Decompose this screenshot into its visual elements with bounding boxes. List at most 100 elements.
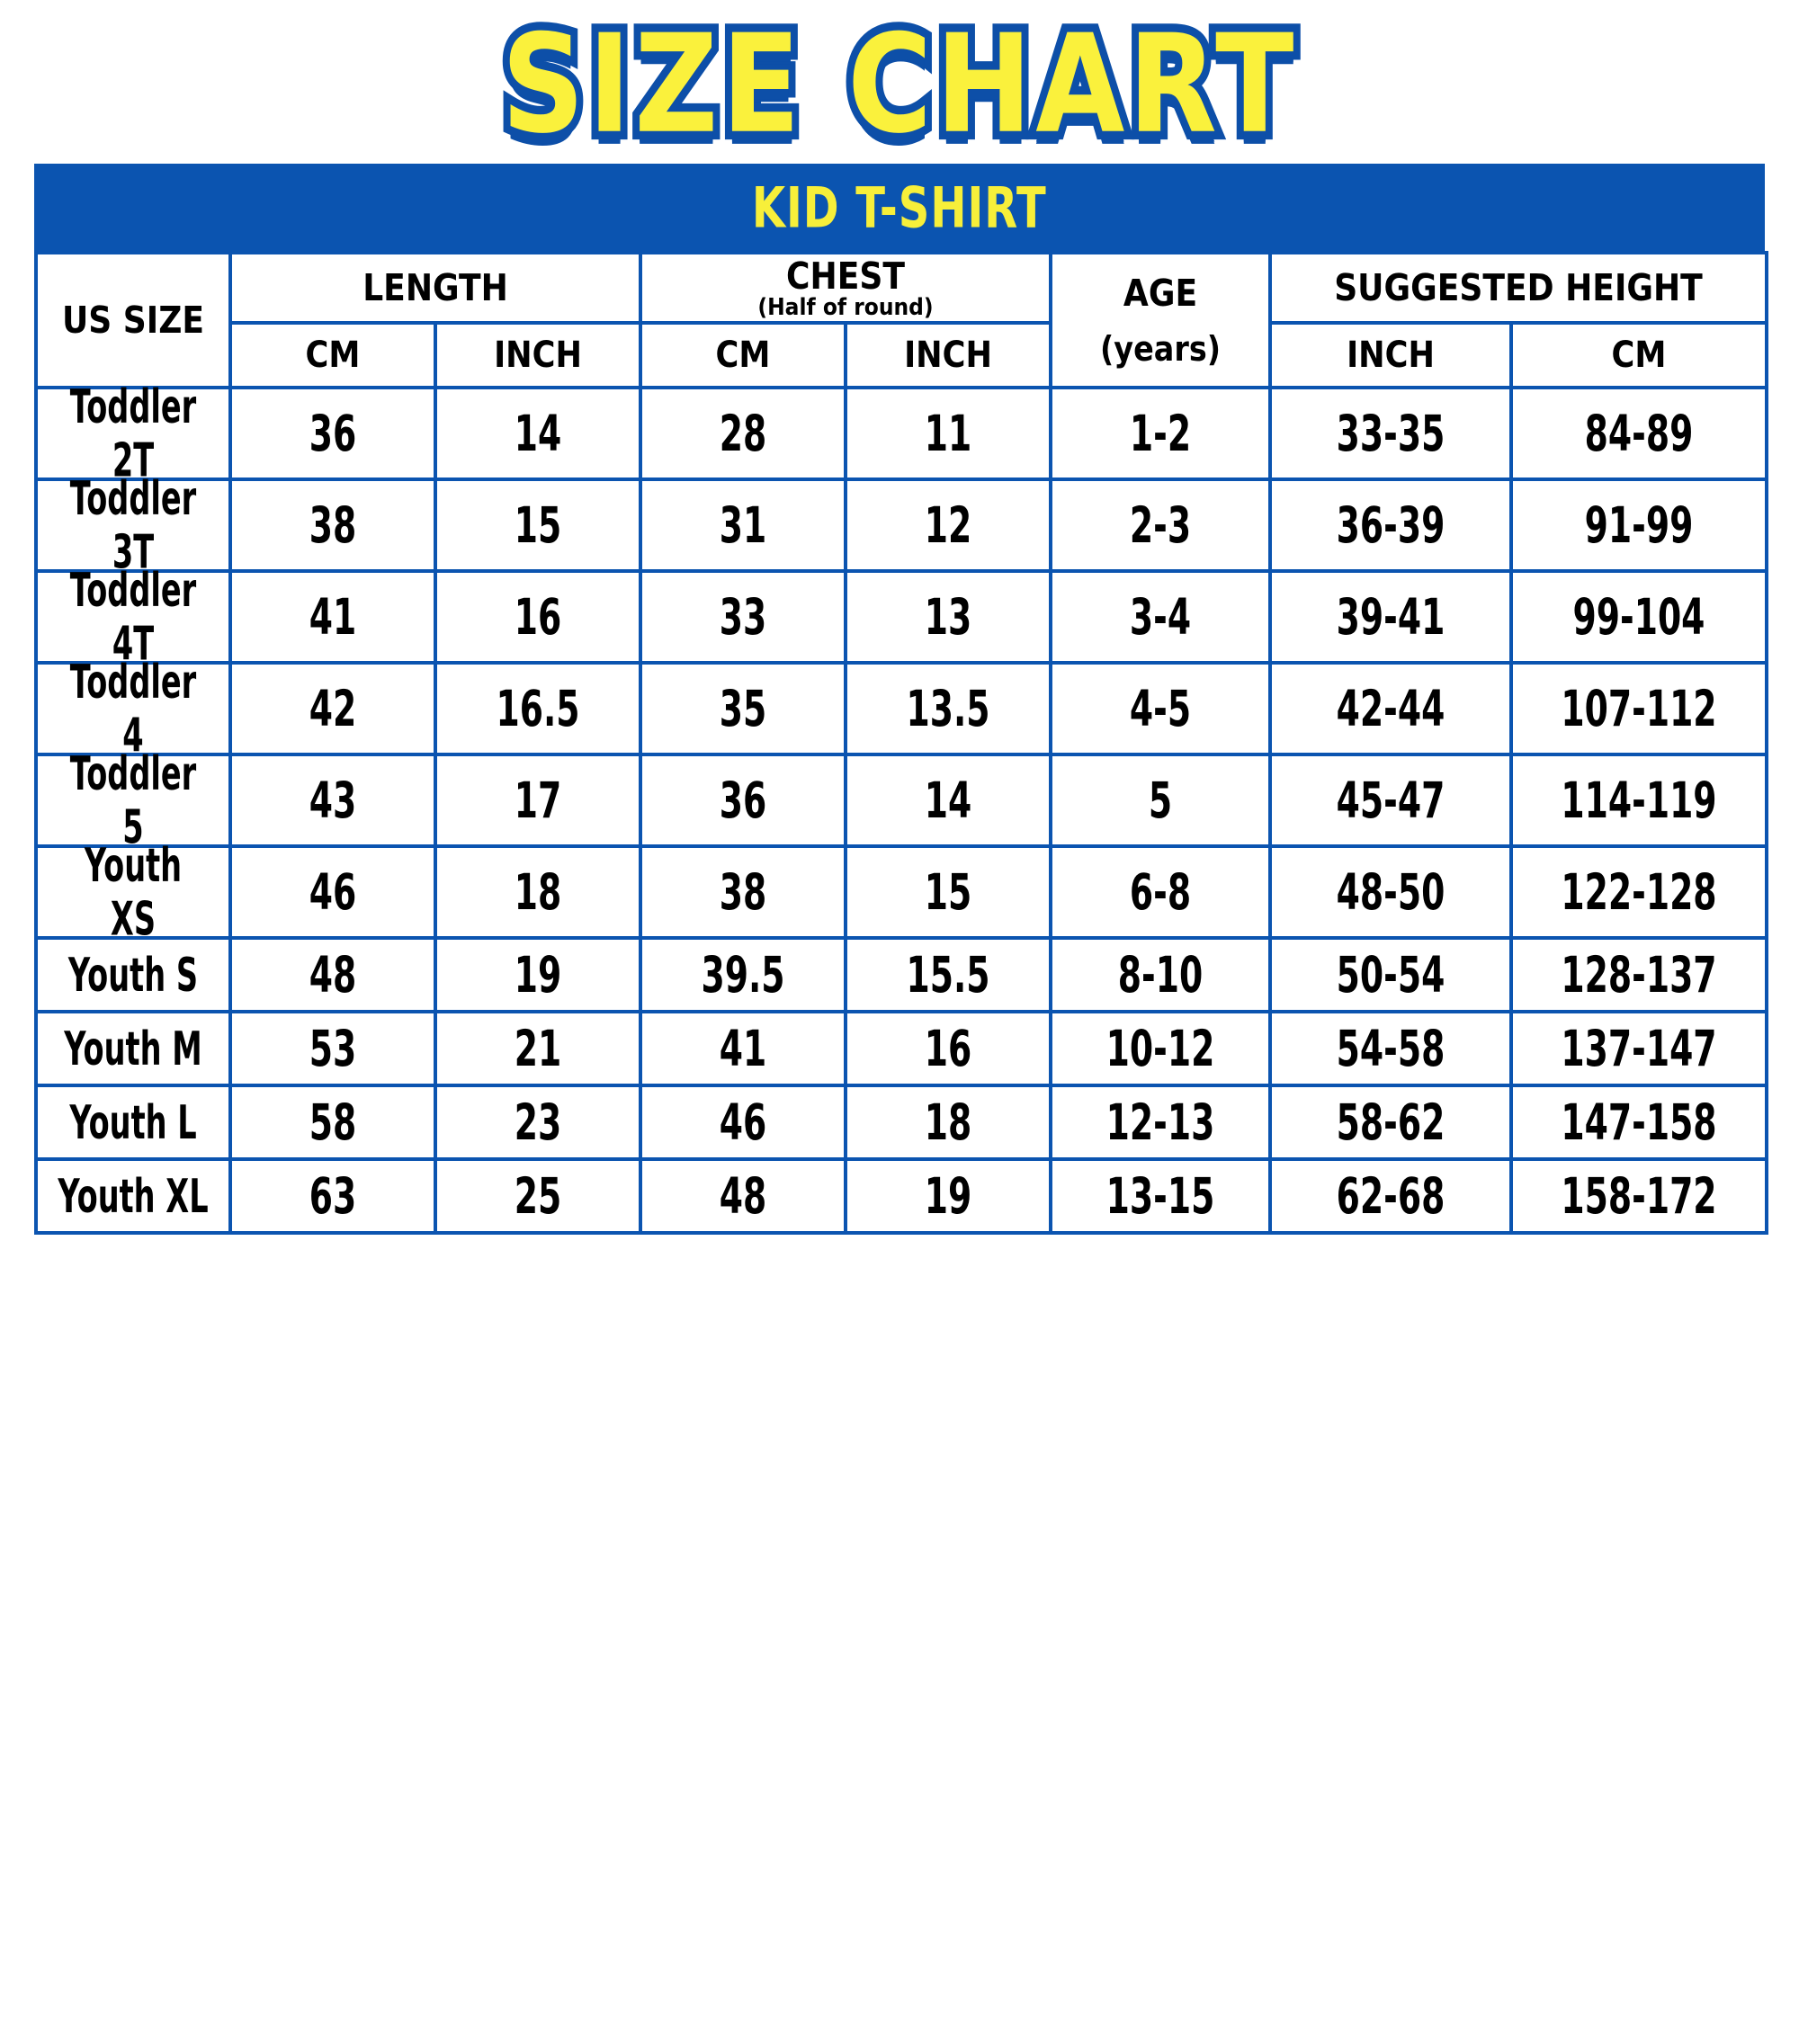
cell-text: 158-172	[1561, 1166, 1717, 1226]
cell-value: 19	[433, 936, 643, 1013]
cell-us-size: Youth M	[34, 1010, 232, 1087]
cell-text: 42	[309, 679, 357, 738]
cell-text: 16.5	[496, 679, 580, 738]
cell-us-size: Youth XL	[34, 1157, 232, 1235]
cell-text: 13	[924, 587, 972, 647]
cell-text: 15.5	[906, 945, 990, 1004]
cell-text: Youth XS	[84, 838, 183, 946]
cell-text: 23	[514, 1093, 562, 1152]
header-chest-inch: INCH	[844, 321, 1053, 389]
cell-text: 15	[514, 495, 562, 555]
cell-text: 48-50	[1336, 862, 1445, 922]
cell-value: 10-12	[1049, 1010, 1273, 1087]
cell-value: 128-137	[1509, 936, 1769, 1013]
cell-value: 8-10	[1049, 936, 1273, 1013]
cell-value: 48-50	[1268, 844, 1514, 940]
cell-text: 18	[924, 1093, 972, 1152]
header-height-cm: CM	[1509, 321, 1769, 389]
cell-value: 41	[228, 569, 437, 665]
cell-text: 11	[924, 404, 972, 463]
cell-value: 158-172	[1509, 1157, 1769, 1235]
cell-value: 31	[639, 478, 848, 573]
cell-value: 5	[1049, 753, 1273, 848]
cell-text: 107-112	[1561, 679, 1717, 738]
cell-value: 99-104	[1509, 569, 1769, 665]
cell-us-size: Toddler 2T	[34, 379, 232, 487]
cell-text: 58	[309, 1093, 357, 1152]
table-row: Youth M 53 21 41 16 10-12 54-58 137-147	[34, 1010, 1769, 1087]
cell-text: 128-137	[1561, 945, 1717, 1004]
header-length-inch: INCH	[433, 321, 643, 389]
cell-value: 54-58	[1268, 1010, 1514, 1087]
cell-text: 36	[719, 771, 767, 830]
cell-text: 19	[924, 1166, 972, 1226]
cell-value: 114-119	[1509, 753, 1769, 848]
cell-text: 25	[514, 1166, 562, 1226]
cell-value: 11	[844, 386, 1053, 481]
cell-value: 48	[639, 1157, 848, 1235]
header-chest: CHEST (Half of round)	[639, 251, 1053, 325]
cell-value: 38	[228, 478, 437, 573]
cell-text: 91-99	[1584, 495, 1694, 555]
cell-value: 21	[433, 1010, 643, 1087]
cell-value: 42-44	[1268, 661, 1514, 756]
cell-value: 16	[844, 1010, 1053, 1087]
cell-text: 15	[924, 862, 972, 922]
cell-value: 3-4	[1049, 569, 1273, 665]
size-chart-container: KID T-SHIRT US SIZE LENGTH CHEST (Half o…	[34, 164, 1769, 1235]
cell-text: Toddler 4	[69, 655, 197, 763]
cell-value: 63	[228, 1157, 437, 1235]
cell-us-size: Youth S	[34, 936, 232, 1013]
cell-text: 46	[309, 862, 357, 922]
table-row: Youth XL 63 25 48 19 13-15 62-68 158-172	[34, 1157, 1769, 1235]
cell-value: 36	[228, 386, 437, 481]
cell-text: 19	[514, 945, 562, 1004]
cell-value: 13.5	[844, 661, 1053, 756]
cell-value: 18	[844, 1084, 1053, 1161]
cell-value: 13-15	[1049, 1157, 1273, 1235]
cell-value: 58	[228, 1084, 437, 1161]
cell-text: 36-39	[1336, 495, 1445, 555]
cell-value: 39.5	[639, 936, 848, 1013]
cell-text: 45-47	[1336, 771, 1445, 830]
cell-value: 45-47	[1268, 753, 1514, 848]
table-head: US SIZE LENGTH CHEST (Half of round) AGE…	[34, 251, 1769, 389]
page-title: SIZE CHART	[495, 5, 1302, 165]
cell-value: 84-89	[1509, 386, 1769, 481]
cell-value: 15.5	[844, 936, 1053, 1013]
cell-text: 10-12	[1105, 1019, 1215, 1078]
cell-value: 46	[228, 844, 437, 940]
cell-text: 41	[719, 1019, 767, 1078]
table-row: Toddler 5 43 17 36 14 5 45-47 114-119	[34, 746, 1769, 854]
empty-area	[0, 1235, 1799, 2044]
cell-text: Youth L	[69, 1095, 197, 1149]
cell-text: Toddler 3T	[69, 471, 197, 579]
size-chart-table: US SIZE LENGTH CHEST (Half of round) AGE…	[34, 251, 1769, 1235]
cell-value: 39-41	[1268, 569, 1514, 665]
table-row: Youth S 48 19 39.5 15.5 8-10 50-54 128-137	[34, 936, 1769, 1013]
cell-text: 3-4	[1129, 587, 1192, 647]
table-row: Toddler 2T 36 14 28 11 1-2 33-35 84-89	[34, 379, 1769, 487]
cell-value: 12-13	[1049, 1084, 1273, 1161]
cell-us-size: Toddler 4	[34, 655, 232, 763]
cell-text: 48	[719, 1166, 767, 1226]
cell-value: 122-128	[1509, 844, 1769, 940]
cell-text: 84-89	[1584, 404, 1694, 463]
cell-text: 6-8	[1129, 862, 1192, 922]
cell-text: 137-147	[1561, 1019, 1717, 1078]
cell-text: 1-2	[1129, 404, 1192, 463]
cell-text: 35	[719, 679, 767, 738]
cell-text: 16	[924, 1019, 972, 1078]
cell-value: 147-158	[1509, 1084, 1769, 1161]
cell-value: 33-35	[1268, 386, 1514, 481]
cell-value: 18	[433, 844, 643, 940]
product-band-label: KID T-SHIRT	[752, 174, 1047, 240]
cell-text: 62-68	[1336, 1166, 1445, 1226]
cell-text: 122-128	[1561, 862, 1717, 922]
cell-value: 23	[433, 1084, 643, 1161]
cell-text: 42-44	[1336, 679, 1445, 738]
cell-value: 46	[639, 1084, 848, 1161]
cell-value: 16	[433, 569, 643, 665]
cell-text: 2-3	[1129, 495, 1192, 555]
title-banner: SIZE CHART	[0, 0, 1799, 164]
